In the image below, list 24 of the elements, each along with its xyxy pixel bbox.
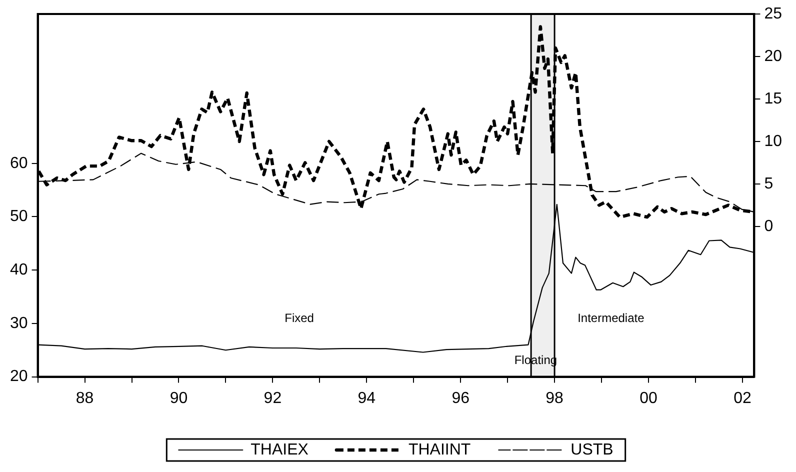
x-tick-label: 94 — [358, 390, 376, 407]
y2-tick-label: 5 — [764, 175, 774, 192]
legend-label: THAIINT — [408, 441, 471, 458]
y-tick-label: 30 — [10, 314, 28, 332]
x-tick-label: 02 — [734, 390, 752, 407]
y2-tick-label: 20 — [764, 48, 782, 65]
legend-label: USTB — [570, 441, 614, 458]
y2-tick-label: 15 — [764, 90, 782, 108]
annotation: Intermediate — [578, 311, 645, 326]
x-tick-label: 00 — [640, 390, 658, 407]
x-tick-label: 88 — [76, 390, 94, 407]
y-tick-label: 20 — [10, 368, 28, 386]
y2-tick-label: 0 — [764, 218, 774, 235]
y2-tick-label: 25 — [764, 5, 782, 22]
x-tick-label: 90 — [170, 390, 188, 407]
y-tick-label: 40 — [10, 262, 28, 278]
y-tick-label: 50 — [10, 208, 28, 226]
x-tick-label: 98 — [546, 390, 564, 407]
x-tick-label: 92 — [264, 390, 282, 407]
annotation: Fixed — [284, 311, 314, 326]
x-tick-label: 96 — [452, 390, 470, 407]
y-tick-label: 60 — [10, 154, 28, 172]
y2-tick-label: 10 — [764, 132, 782, 150]
legend-label: THAIEX — [250, 441, 309, 458]
